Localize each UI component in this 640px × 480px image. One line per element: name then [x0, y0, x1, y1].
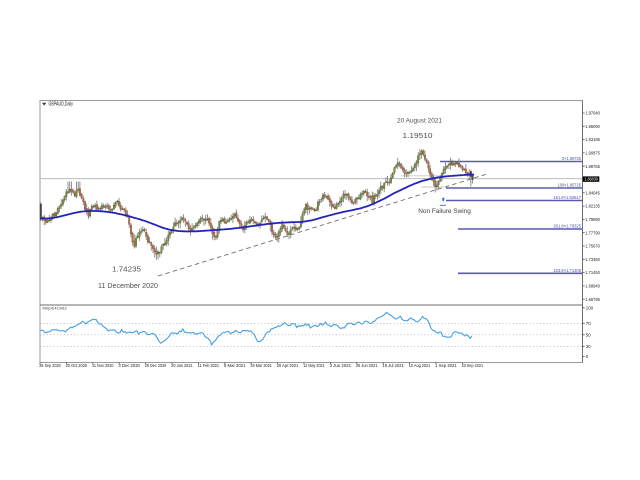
- svg-text:20 Oct 2020: 20 Oct 2020: [66, 363, 88, 368]
- svg-text:1 Sep 2021: 1 Sep 2021: [435, 363, 457, 368]
- svg-text:29 Mar 2021: 29 Mar 2021: [250, 363, 272, 368]
- svg-text:RSI(14) 41.0413: RSI(14) 41.0413: [43, 306, 68, 311]
- svg-text:GBPAUD,Daily: GBPAUD,Daily: [49, 102, 74, 108]
- svg-text:20 Jan 2021: 20 Jan 2021: [171, 363, 193, 368]
- svg-text:1.90875: 1.90875: [585, 151, 600, 156]
- svg-text:1.73360: 1.73360: [585, 257, 600, 262]
- svg-text:5 Mar 2021: 5 Mar 2021: [224, 363, 246, 368]
- svg-text:19 Jul 2021: 19 Jul 2021: [382, 363, 404, 368]
- svg-text:1.97040: 1.97040: [585, 111, 600, 116]
- svg-text:1.19510: 1.19510: [403, 133, 433, 140]
- svg-text:100×1.85725: 100×1.85725: [558, 183, 582, 188]
- svg-text:3 Dec 2020: 3 Dec 2020: [118, 363, 140, 368]
- svg-text:30: 30: [586, 344, 591, 349]
- svg-text:161.8×1.82617: 161.8×1.82617: [553, 195, 581, 200]
- svg-text:50: 50: [586, 332, 591, 337]
- svg-text:1.84045: 1.84045: [585, 190, 600, 195]
- svg-text:1.82135: 1.82135: [585, 204, 600, 209]
- svg-text:1.75670: 1.75670: [585, 244, 600, 249]
- svg-text:1.93185: 1.93185: [585, 137, 600, 142]
- svg-text:1.88765: 1.88765: [585, 164, 600, 169]
- svg-text:10 Aug 2021: 10 Aug 2021: [409, 363, 431, 368]
- svg-text:423.6×1.71305: 423.6×1.71305: [553, 268, 581, 273]
- svg-text:23 Sep 2021: 23 Sep 2021: [462, 363, 484, 368]
- svg-text:28 Dec 2020: 28 Dec 2020: [145, 363, 167, 368]
- svg-text:261.8×1.78325: 261.8×1.78325: [553, 224, 581, 229]
- svg-text:20 Apr 2021: 20 Apr 2021: [277, 363, 299, 368]
- svg-text:25 Jun 2021: 25 Jun 2021: [356, 363, 378, 368]
- svg-text:0×1.89725: 0×1.89725: [562, 156, 582, 161]
- svg-text:70: 70: [586, 321, 591, 326]
- svg-text:20 August 2021: 20 August 2021: [397, 117, 442, 124]
- svg-text:1.79890: 1.79890: [585, 217, 600, 222]
- svg-text:12 May 2021: 12 May 2021: [303, 363, 325, 368]
- svg-text:1.95090: 1.95090: [585, 124, 600, 129]
- svg-text:11 December 2020: 11 December 2020: [98, 281, 158, 290]
- svg-text:1.71450: 1.71450: [585, 270, 600, 275]
- svg-text:1.68940: 1.68940: [585, 284, 600, 289]
- svg-text:1.86830: 1.86830: [584, 177, 598, 182]
- svg-text:100: 100: [586, 305, 594, 310]
- svg-text:1.74235: 1.74235: [112, 264, 141, 273]
- svg-text:1.66795: 1.66795: [585, 297, 600, 302]
- svg-text:1.77790: 1.77790: [585, 230, 600, 235]
- svg-text:28 Sep 2020: 28 Sep 2020: [39, 363, 61, 368]
- svg-text:11 Feb 2021: 11 Feb 2021: [198, 363, 220, 368]
- svg-text:0: 0: [586, 354, 589, 359]
- svg-text:Non Failure Swing: Non Failure Swing: [418, 208, 471, 215]
- svg-text:11 Nov 2020: 11 Nov 2020: [92, 363, 114, 368]
- svg-text:3 Jun 2021: 3 Jun 2021: [330, 363, 352, 368]
